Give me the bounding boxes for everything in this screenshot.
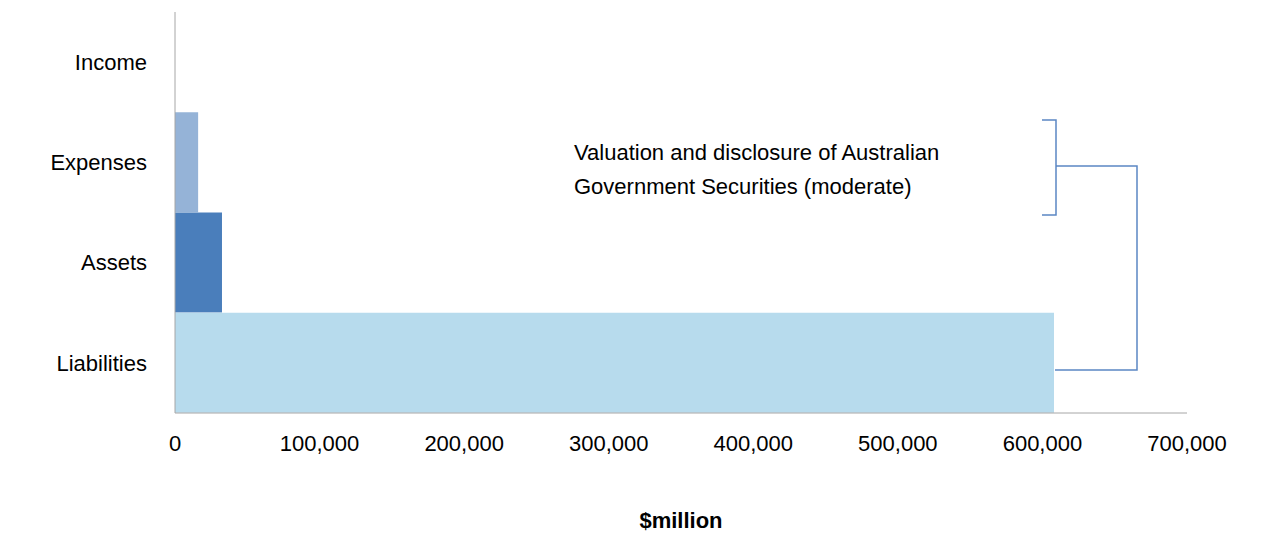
svg-text:Liabilities: Liabilities	[57, 351, 148, 376]
svg-text:600,000: 600,000	[1003, 431, 1083, 456]
svg-text:$million: $million	[639, 508, 722, 533]
svg-text:100,000: 100,000	[280, 431, 360, 456]
svg-text:400,000: 400,000	[714, 431, 794, 456]
svg-text:500,000: 500,000	[858, 431, 938, 456]
svg-text:300,000: 300,000	[569, 431, 649, 456]
svg-text:700,000: 700,000	[1147, 431, 1227, 456]
svg-text:Income: Income	[75, 50, 147, 75]
svg-text:Expenses: Expenses	[50, 150, 147, 175]
svg-text:0: 0	[169, 431, 181, 456]
html-text:Valuation and disclosure of Au: Valuation and disclosure of Australian G…	[574, 140, 940, 199]
svg-text:200,000: 200,000	[424, 431, 504, 456]
svg-text:Assets: Assets	[81, 250, 147, 275]
